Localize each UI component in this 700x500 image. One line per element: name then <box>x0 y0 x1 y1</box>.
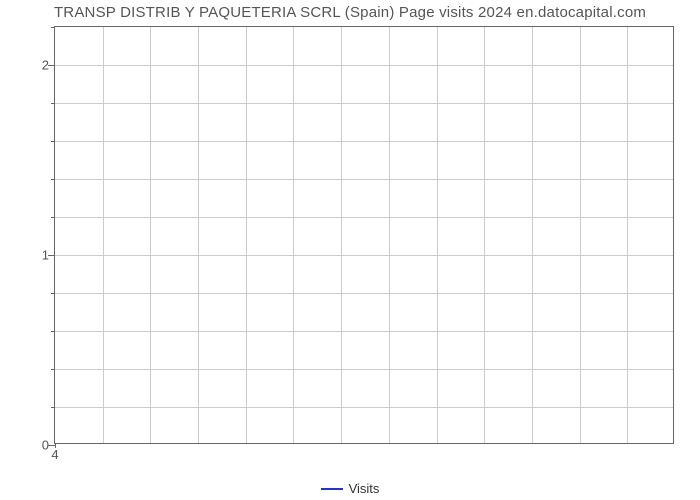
chart-title: TRANSP DISTRIB Y PAQUETERIA SCRL (Spain)… <box>0 4 700 21</box>
series-layer <box>55 27 675 445</box>
legend: Visits <box>0 481 700 496</box>
y-axis-tick-mark <box>48 255 55 256</box>
plot-area: 0124 <box>54 26 674 444</box>
y-axis-tick-mark <box>48 65 55 66</box>
legend-item-label: Visits <box>349 481 380 496</box>
legend-swatch <box>321 488 343 490</box>
chart-container: TRANSP DISTRIB Y PAQUETERIA SCRL (Spain)… <box>0 0 700 500</box>
